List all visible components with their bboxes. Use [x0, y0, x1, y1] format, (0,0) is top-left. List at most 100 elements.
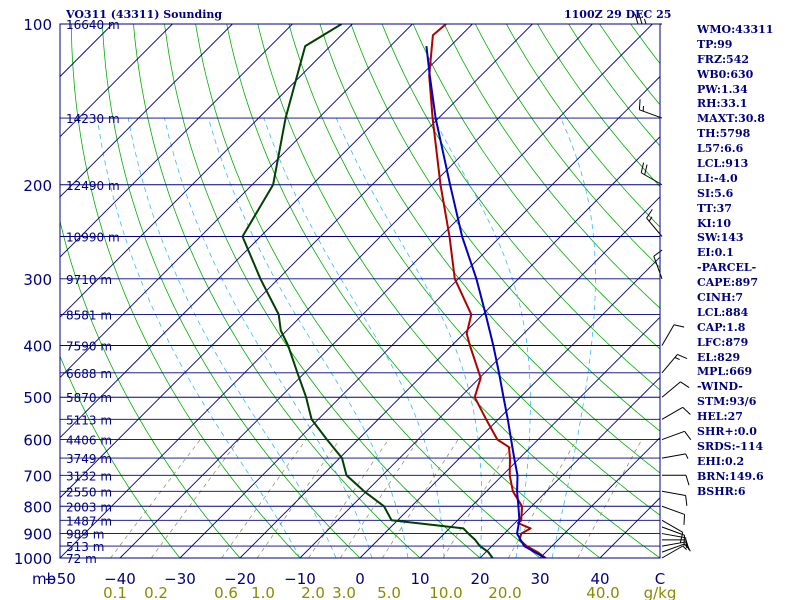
mixing-ratio-label: 0.1 — [103, 584, 127, 600]
mixing-ratio-label: 40.0 — [586, 584, 619, 600]
pressure-tick-label: 500 — [23, 389, 52, 407]
wind-barb — [646, 209, 663, 237]
height-label: 2550 m — [66, 485, 112, 499]
mixing-ratio-label: 10.0 — [429, 584, 462, 600]
moist-adiabat — [433, 117, 531, 558]
mixing-ratio-unit: g/kg — [644, 584, 677, 600]
pressure-tick-label: 600 — [23, 432, 52, 450]
wind-barb-staff — [661, 406, 684, 420]
pressure-tick-label: 100 — [23, 16, 52, 34]
parcel-profile — [425, 45, 547, 558]
height-label: 2003 m — [66, 500, 112, 514]
isotherm — [239, 136, 660, 558]
index-item: CAPE:897 — [697, 276, 758, 290]
mixing-ratio-label: 1.0 — [251, 584, 275, 600]
index-item: SW:143 — [697, 231, 744, 245]
index-item: -PARCEL- — [697, 261, 757, 275]
temperature-tick-label: 0 — [355, 570, 365, 588]
pressure-tick-label: 1000 — [14, 550, 52, 568]
wind-barb-half — [648, 216, 653, 222]
station-title: VO311 (43311) Sounding — [66, 8, 223, 21]
isotherm — [299, 196, 660, 558]
temperature-tick-label: 40 — [590, 570, 609, 588]
wind-barb — [661, 324, 685, 346]
index-item: CINH:7 — [697, 291, 744, 305]
wind-barb-half — [674, 357, 680, 361]
index-item: PW:1.34 — [697, 82, 748, 96]
wind-barb — [661, 545, 687, 559]
wind-barb-staff — [661, 519, 684, 533]
wind-barb — [640, 162, 663, 186]
wind-barbs — [634, 13, 692, 559]
wind-barb-flag — [685, 475, 690, 486]
wind-barb-staff — [661, 505, 685, 515]
moist-adiabat — [164, 117, 373, 558]
height-label: 5113 m — [66, 413, 112, 427]
index-item: STM:93/6 — [697, 395, 757, 409]
isotherm — [119, 24, 653, 558]
index-item: TH:5798 — [697, 127, 751, 141]
height-label: 3749 m — [66, 452, 112, 466]
wind-barb-flag — [682, 406, 691, 415]
height-label: 6688 m — [66, 367, 112, 381]
wind-barb-staff — [653, 256, 663, 279]
moist-adiabat — [551, 117, 596, 558]
index-item: SHR+:0.0 — [697, 425, 757, 439]
moist-adiabat — [263, 117, 445, 558]
index-item: EHI:0.2 — [697, 454, 745, 468]
mixing-ratio-label: 3.0 — [332, 584, 356, 600]
mixing-ratio-line — [340, 439, 419, 558]
index-item: LI:-4.0 — [697, 171, 738, 185]
wind-barb-flag — [685, 537, 688, 549]
dewpoint-profile — [241, 24, 494, 558]
pressure-tick-label: 300 — [23, 271, 52, 289]
wind-barb-flag — [640, 162, 645, 173]
moist-adiabat — [96, 117, 301, 558]
index-item: SRDS:-114 — [697, 439, 764, 453]
index-item: -WIND- — [697, 380, 743, 394]
temperature-tick-label: −10 — [284, 570, 316, 588]
height-label: 72 m — [66, 552, 97, 566]
pressure-unit-label: mb — [32, 570, 56, 588]
wind-barb — [661, 381, 690, 398]
temperature-tick-label: 20 — [470, 570, 489, 588]
pressure-tick-label: 400 — [23, 338, 52, 356]
wind-barb — [661, 453, 689, 459]
pressure-tick-label: 900 — [23, 526, 52, 544]
wind-barb-staff — [661, 543, 685, 553]
sounding-datetime: 1100Z 29 DEC 25 — [564, 8, 672, 21]
mixing-ratio-label: 0.6 — [214, 584, 238, 600]
index-item: LCL:913 — [697, 157, 749, 171]
temperature-tick-label: −40 — [104, 570, 136, 588]
isotherm — [479, 376, 660, 558]
isotherm — [179, 75, 660, 558]
wind-barb — [661, 505, 686, 525]
wind-barb-staff — [661, 541, 686, 547]
mixing-ratio-label: 20.0 — [488, 584, 521, 600]
wind-barb-staff — [661, 354, 678, 374]
height-label: 16640 m — [66, 18, 120, 32]
isotherm — [539, 437, 660, 558]
index-item: HEL:27 — [697, 410, 743, 424]
wind-barb-flag — [634, 13, 639, 25]
height-label: 5870 m — [66, 391, 112, 405]
index-item: TT:37 — [697, 201, 732, 215]
mixing-ratio-label: 5.0 — [377, 584, 401, 600]
isotherm — [419, 316, 660, 558]
pressure-tick-label: 800 — [23, 498, 52, 516]
wind-barb — [661, 430, 692, 441]
wind-barb-flag — [685, 495, 688, 506]
wind-barb-flag — [683, 535, 686, 546]
height-label: 7590 m — [66, 340, 112, 354]
wind-barb-flag — [679, 532, 684, 543]
wind-barb-staff — [661, 324, 675, 346]
index-item: BSHR:6 — [697, 484, 746, 498]
isotherm — [60, 24, 293, 258]
wind-barb — [661, 490, 688, 506]
index-item: CAP:1.8 — [697, 320, 746, 334]
wind-barb-half — [682, 545, 687, 550]
index-item: LCL:884 — [697, 305, 749, 319]
temperature-unit-label: C — [655, 570, 665, 588]
